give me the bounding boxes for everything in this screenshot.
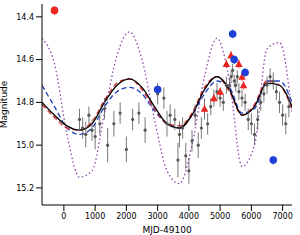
svg-text:14.6: 14.6	[16, 55, 34, 64]
svg-text:15.0: 15.0	[16, 141, 34, 150]
svg-text:3000: 3000	[147, 212, 167, 221]
svg-text:6000: 6000	[241, 212, 261, 221]
svg-text:2000: 2000	[116, 212, 136, 221]
svg-text:7000: 7000	[272, 212, 292, 221]
svg-text:15.2: 15.2	[16, 184, 34, 193]
svg-text:4000: 4000	[179, 212, 199, 221]
svg-text:5000: 5000	[210, 212, 230, 221]
svg-text:14.4: 14.4	[16, 13, 34, 22]
svg-text:14.8: 14.8	[16, 98, 34, 107]
svg-text:1000: 1000	[85, 212, 105, 221]
svg-text:Magnitude: Magnitude	[8, 80, 9, 128]
svg-text:0: 0	[61, 212, 66, 221]
svg-text:MJD-49100: MJD-49100	[142, 225, 192, 235]
